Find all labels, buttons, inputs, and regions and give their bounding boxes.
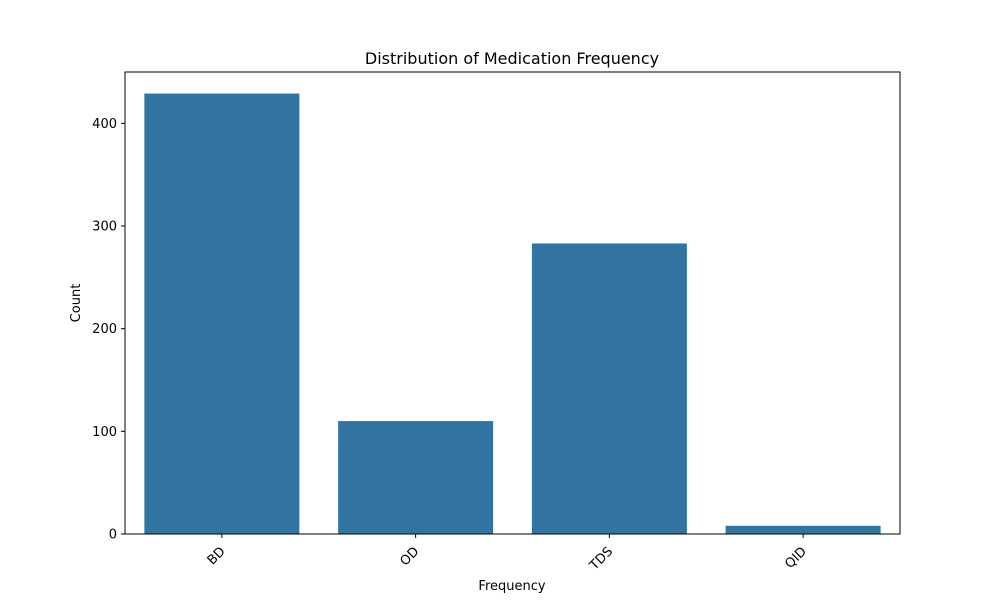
y-axis: 0 100 200 300 400 (92, 117, 125, 543)
x-axis-label: Frequency (478, 579, 545, 594)
y-tick-label: 300 (92, 220, 117, 235)
x-tick-label: OD (398, 544, 423, 569)
x-tick-label: BD (205, 544, 229, 568)
y-tick-label: 400 (92, 117, 117, 132)
bar-bd (144, 93, 300, 534)
x-tick-label: TDS (586, 544, 616, 574)
bar-qid (725, 525, 881, 534)
y-axis-label: Count (69, 284, 84, 323)
x-axis: BD OD TDS QID (205, 534, 810, 574)
y-tick-label: 200 (92, 322, 117, 337)
x-tick-label: QID (782, 544, 810, 572)
bar-tds (531, 243, 687, 534)
chart-title: Distribution of Medication Frequency (365, 49, 659, 68)
axes-frame (124, 71, 901, 535)
y-tick-label: 100 (92, 425, 117, 440)
bar-od (338, 421, 494, 534)
y-tick-label: 0 (109, 528, 117, 543)
plot-area (144, 93, 881, 534)
